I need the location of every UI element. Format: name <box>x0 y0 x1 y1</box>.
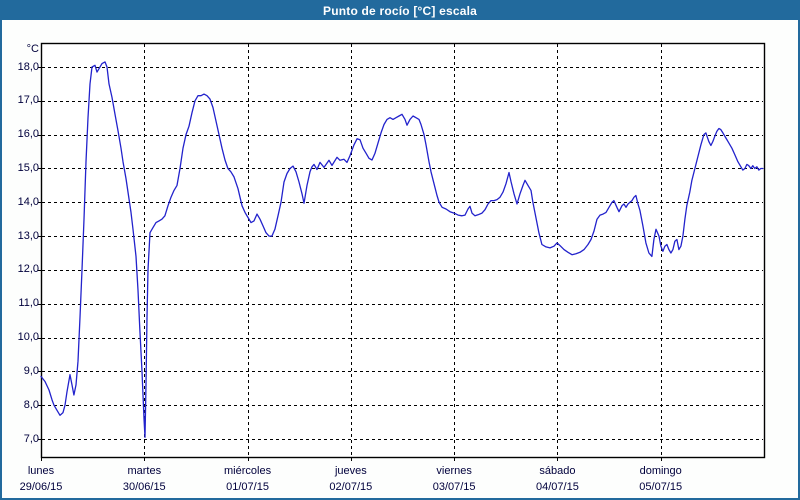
x-day-label: viernes <box>436 465 472 477</box>
window-title: Punto de rocío [°C] escala <box>322 4 478 18</box>
y-tick-label: 16,0 <box>17 128 39 141</box>
y-tick-label: 10,0 <box>17 331 39 344</box>
x-date-label: 30/06/15 <box>122 481 166 493</box>
y-tick-label: 12,0 <box>17 263 39 276</box>
y-tick-label: 17,0 <box>17 94 39 107</box>
x-day-label: lunes <box>27 465 55 477</box>
x-day-label: martes <box>127 465 162 477</box>
y-tick-label: 14,0 <box>17 195 39 208</box>
x-date-label: 01/07/15 <box>226 481 269 493</box>
y-tick-label: 8,0 <box>23 398 39 411</box>
y-tick-label: 18,0 <box>17 60 39 73</box>
x-day-label: jueves <box>334 465 367 477</box>
y-tick-label: 15,0 <box>17 161 39 174</box>
x-date-label: 03/07/15 <box>432 481 476 493</box>
x-day-label: miércoles <box>224 465 272 477</box>
title-bar: Punto de rocío [°C] escala <box>2 2 798 20</box>
x-date-label: 05/07/15 <box>639 481 683 493</box>
y-tick-label: 9,0 <box>23 364 39 377</box>
x-date-label: 04/07/15 <box>536 481 579 493</box>
y-tick-label: 13,0 <box>17 229 39 242</box>
plot-frame <box>40 42 766 459</box>
x-date-label: 02/07/15 <box>329 481 373 493</box>
y-axis-unit-label: °C <box>26 43 39 55</box>
x-date-label: 29/06/15 <box>19 481 63 493</box>
x-day-label: domingo <box>639 465 682 477</box>
y-tick-label: 11,0 <box>18 297 39 310</box>
series-line <box>40 61 764 438</box>
x-day-label: sábado <box>539 465 576 477</box>
y-tick-label: 7,0 <box>23 432 39 445</box>
